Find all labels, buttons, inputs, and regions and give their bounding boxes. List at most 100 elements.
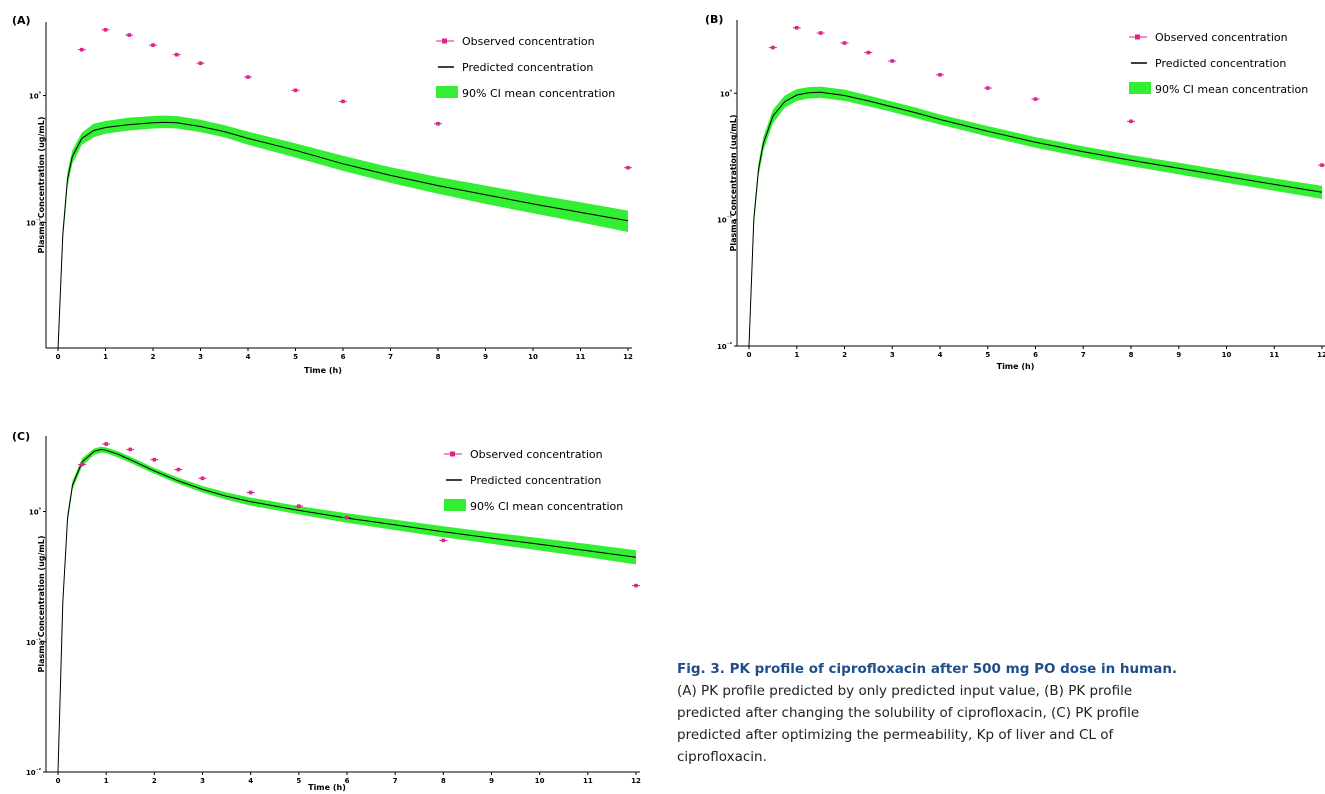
x-tick-label-c-0: 0: [56, 777, 61, 785]
legend-ci-label: 90% CI mean concentration: [1155, 83, 1308, 96]
observed-point-b-7: [983, 86, 992, 90]
legend-predicted-label: Predicted concentration: [470, 474, 601, 487]
x-tick-label-c-10: 10: [535, 777, 545, 785]
observed-marker: [436, 121, 440, 126]
x-tick-label-a-8: 8: [436, 353, 441, 361]
chart-panel-a: 0 1 2 3 4 5 6 7 8 9 10 11 12 10⁰ 10⁻¹ Time (h) Plasma Co…: [0, 0, 650, 380]
x-tick-label-b-3: 3: [890, 351, 895, 359]
x-tick-label-b-11: 11: [1269, 351, 1279, 359]
x-tick-label-c-1: 1: [104, 777, 109, 785]
x-axis-label-c: Time (h): [308, 783, 346, 792]
x-tick-label-c-11: 11: [583, 777, 593, 785]
observed-marker: [985, 86, 990, 90]
x-tick-label-a-5: 5: [293, 353, 298, 361]
y-tick-label-b-1: 10⁻¹: [717, 215, 733, 225]
x-tick-label-c-5: 5: [296, 777, 301, 785]
observed-marker: [297, 504, 301, 508]
observed-point-c-2: [126, 447, 135, 452]
observed-marker: [151, 43, 155, 47]
observed-point-a-6: [244, 75, 252, 79]
observed-marker: [634, 583, 638, 588]
observed-marker: [103, 27, 108, 32]
x-tick-label-a-11: 11: [576, 353, 586, 361]
observed-marker: [104, 442, 108, 446]
ci-band-c: [58, 446, 636, 778]
observed-point-c-7: [294, 504, 303, 508]
caption-line-4: ciprofloxacin.: [677, 749, 767, 765]
legend-c: Observed concentration Predicted concentr…: [444, 448, 623, 513]
observed-marker: [127, 33, 132, 37]
legend-observed-marker: [442, 38, 447, 44]
chart-panel-b: 0 1 2 3 4 5 6 7 8 9 10 11 12 10⁰ 10⁻¹ 10⁻² Time (h) Plasm…: [660, 0, 1325, 380]
legend-a: Observed concentration Predicted concentr…: [436, 35, 615, 100]
observed-point-b-6: [936, 73, 944, 77]
x-axis-label-a: Time (h): [304, 366, 342, 375]
observed-point-b-10: [1318, 163, 1325, 167]
x-tick-label-b-4: 4: [938, 351, 943, 359]
y-tick-label-a-1: 10⁻¹: [26, 217, 42, 227]
observed-point-a-10: [624, 165, 632, 170]
observed-marker: [174, 52, 179, 57]
x-tick-label-b-12: 12: [1317, 351, 1325, 359]
observed-point-b-3: [840, 41, 849, 45]
chart-panel-c: 0 1 2 3 4 5 6 7 8 9 10 11 12 10⁰ 10⁻¹ 10⁻² Time (h) Plasm…: [0, 418, 650, 794]
observed-marker: [842, 41, 847, 45]
observed-point-c-4: [174, 467, 183, 472]
legend-observed-label: Observed concentration: [1155, 31, 1288, 44]
y-axis-label-c: Plasma Concentration (ug/mL): [37, 535, 46, 672]
x-tick-label-a-10: 10: [528, 353, 538, 361]
observed-point-b-1: [792, 25, 801, 30]
observed-marker: [176, 467, 181, 472]
observed-point-c-6: [246, 490, 255, 495]
legend-b: Observed concentration Predicted concentr…: [1129, 31, 1308, 96]
caption-title: Fig. 3. PK profile of ciprofloxacin afte…: [677, 661, 1178, 677]
predicted-line-c: [57, 448, 637, 773]
x-tick-label-b-9: 9: [1176, 351, 1181, 359]
y-tick-label-c-0: 10⁰: [29, 507, 42, 517]
observed-marker: [1033, 97, 1038, 101]
observed-marker: [626, 165, 630, 170]
observed-point-c-1: [102, 442, 111, 446]
figure-caption: Fig. 3. PK profile of ciprofloxacin afte…: [677, 658, 1325, 768]
x-tick-label-a-6: 6: [341, 353, 346, 361]
x-tick-label-a-12: 12: [623, 353, 633, 361]
y-axis-label-b: Plasma Concentration (ug/mL): [729, 114, 738, 251]
x-tick-label-b-2: 2: [842, 351, 847, 359]
legend-observed-label: Observed concentration: [470, 448, 603, 461]
caption-line-1: (A) PK profile predicted by only predict…: [677, 683, 1133, 699]
legend-predicted-label: Predicted concentration: [1155, 57, 1286, 70]
x-tick-label-a-2: 2: [151, 353, 156, 361]
observed-marker: [1129, 119, 1133, 124]
observed-marker: [818, 31, 823, 35]
ci-band-a: [58, 115, 628, 356]
observed-point-b-5: [888, 59, 897, 63]
x-tick-label-a-3: 3: [198, 353, 203, 361]
x-tick-label-b-8: 8: [1129, 351, 1134, 359]
observed-marker: [938, 73, 942, 77]
legend-observed-label: Observed concentration: [462, 35, 595, 48]
y-tick-label-c-2: 10⁻²: [26, 767, 42, 777]
observed-point-a-4: [172, 52, 181, 57]
observed-marker: [80, 462, 84, 467]
x-tick-label-b-1: 1: [794, 351, 799, 359]
observed-marker: [441, 538, 446, 543]
observed-marker: [246, 75, 250, 79]
observed-point-a-1: [101, 27, 110, 32]
predicted-line-a: [57, 121, 629, 350]
x-tick-label-a-4: 4: [246, 353, 251, 361]
observed-point-a-0: [77, 47, 86, 52]
x-tick-label-b-6: 6: [1033, 351, 1038, 359]
x-tick-label-b-7: 7: [1081, 351, 1086, 359]
caption-line-3: predicted after optimizing the permeabil…: [677, 727, 1114, 743]
legend-ci-swatch: [444, 499, 466, 511]
observed-point-a-7: [291, 88, 300, 93]
panel-label-a: (A): [12, 14, 31, 27]
observed-point-a-8: [339, 99, 347, 104]
observed-marker: [771, 45, 775, 50]
y-tick-label-a-0: 10⁰: [29, 91, 42, 101]
legend-ci-swatch: [1129, 82, 1151, 94]
y-axis-label-a: Plasma Concentration (ug/mL): [37, 116, 46, 253]
